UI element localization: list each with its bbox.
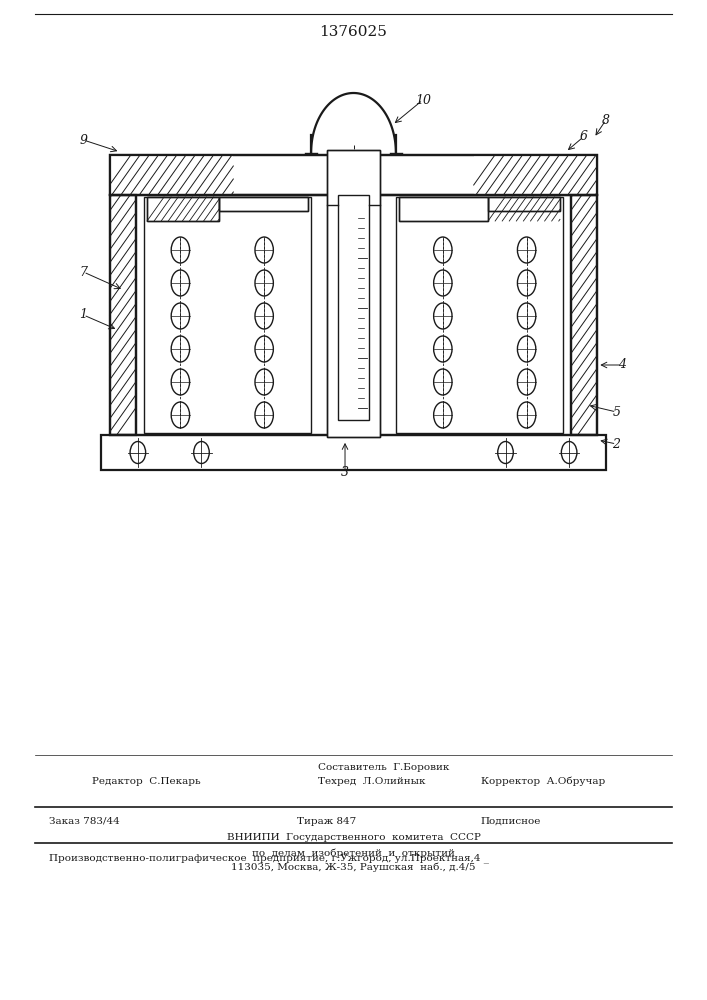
Bar <box>219 197 308 211</box>
Text: по  делам  изобретений  и  открытий: по делам изобретений и открытий <box>252 848 455 857</box>
Bar <box>327 150 380 437</box>
Text: 5: 5 <box>612 406 621 418</box>
Bar <box>396 197 563 433</box>
Bar <box>110 195 136 435</box>
Bar <box>101 435 606 470</box>
Text: 8: 8 <box>602 113 610 126</box>
Bar <box>219 197 308 211</box>
Bar <box>110 195 136 435</box>
Text: 10: 10 <box>415 94 431 106</box>
Text: Заказ 783/44: Заказ 783/44 <box>49 817 120 826</box>
Bar <box>571 195 597 435</box>
Text: ВНИИПИ  Государственного  комитета  СССР: ВНИИПИ Государственного комитета СССР <box>226 833 481 842</box>
Bar <box>147 197 219 221</box>
Text: 2: 2 <box>612 438 621 450</box>
Bar <box>338 195 369 420</box>
Bar <box>399 197 488 221</box>
Text: 3: 3 <box>341 466 349 480</box>
Bar <box>488 197 560 211</box>
Bar <box>571 195 597 435</box>
Bar <box>399 197 488 221</box>
Bar <box>144 197 311 433</box>
Text: 1: 1 <box>79 308 88 322</box>
Bar <box>110 155 597 195</box>
Text: Редактор  С.Пекарь: Редактор С.Пекарь <box>92 777 201 786</box>
Text: 6: 6 <box>579 130 588 143</box>
Text: 4: 4 <box>618 359 626 371</box>
Text: Тираж 847: Тираж 847 <box>297 817 356 826</box>
Bar <box>474 155 597 195</box>
Text: 9: 9 <box>79 133 88 146</box>
Text: 113035, Москва, Ж-35, Раушская  наб., д.4/5: 113035, Москва, Ж-35, Раушская наб., д.4… <box>231 863 476 872</box>
Bar <box>488 197 560 211</box>
Text: Производственно-полиграфическое  предприятие, г.Ужгород, ул.Проектная,4 _: Производственно-полиграфическое предприя… <box>49 853 489 863</box>
Text: 7: 7 <box>79 265 88 278</box>
Bar <box>110 155 233 195</box>
Text: Составитель  Г.Боровик: Составитель Г.Боровик <box>318 763 450 772</box>
Text: Техред  Л.Олийнык: Техред Л.Олийнык <box>318 777 426 786</box>
Text: Корректор  А.Обручар: Корректор А.Обручар <box>481 777 605 786</box>
Bar <box>327 150 380 437</box>
Bar <box>147 197 219 221</box>
Bar <box>110 155 597 195</box>
Text: 1376025: 1376025 <box>320 25 387 39</box>
Text: Подписное: Подписное <box>481 817 541 826</box>
